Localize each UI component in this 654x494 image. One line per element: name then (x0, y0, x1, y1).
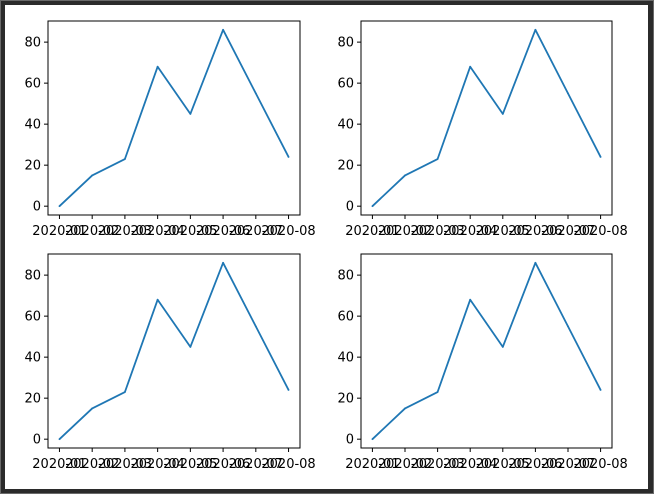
x-tick-label: 2020-04 (130, 457, 184, 472)
data-point (254, 325, 257, 328)
data-point (189, 345, 192, 348)
x-tick-label: 2020-02 (378, 457, 432, 472)
x-tick-label: 2020-01 (32, 224, 86, 239)
data-point (91, 174, 94, 177)
x-tick-label: 2020-05 (163, 457, 217, 472)
data-point (371, 438, 374, 441)
subplot-2: 0204060802020-012020-022020-032020-04202… (337, 20, 628, 239)
data-point (534, 261, 537, 264)
y-tick-label: 80 (337, 269, 354, 284)
axes-frame (360, 253, 613, 449)
x-tick-label: 2020-08 (261, 457, 315, 472)
y-tick-label: 60 (24, 77, 41, 92)
y-tick-label: 80 (24, 269, 41, 284)
x-tick-label: 2020-02 (65, 224, 119, 239)
y-tick-label: 0 (33, 200, 41, 215)
x-tick-label: 2020-05 (476, 224, 530, 239)
data-point (91, 407, 94, 410)
y-tick-label: 80 (24, 36, 41, 51)
x-tick-label: 2020-06 (196, 457, 250, 472)
y-tick-label: 20 (24, 392, 41, 407)
data-point (469, 298, 472, 301)
data-point (501, 345, 504, 348)
data-point (189, 112, 192, 115)
x-tick-label: 2020-04 (130, 224, 184, 239)
series-line (371, 261, 602, 440)
y-tick-label: 60 (337, 310, 354, 325)
x-tick-label: 2020-03 (410, 224, 464, 239)
y-tick-label: 60 (24, 310, 41, 325)
y-tick-label: 0 (346, 433, 354, 448)
x-tick-label: 2020-06 (508, 457, 562, 472)
data-point (222, 28, 224, 31)
data-point (567, 92, 569, 95)
y-tick-label: 40 (337, 118, 354, 133)
data-point (599, 389, 602, 391)
x-tick-label: 2020-07 (229, 457, 283, 472)
y-tick-label: 40 (24, 351, 41, 366)
y-tick-label: 0 (33, 433, 41, 448)
y-tick-label: 20 (24, 159, 41, 174)
x-tick-label: 2020-07 (541, 457, 595, 472)
subplot-1: 0204060802020-012020-022020-032020-04202… (24, 20, 316, 239)
x-tick-label: 2020-01 (345, 457, 399, 472)
axes-frame (360, 20, 613, 216)
series-line (58, 28, 290, 207)
x-tick-label: 2020-07 (541, 224, 595, 239)
x-tick-label: 2020-03 (410, 457, 464, 472)
x-tick-label: 2020-05 (476, 457, 530, 472)
x-tick-label: 2020-06 (508, 224, 562, 239)
x-tick-label: 2020-06 (196, 224, 250, 239)
y-tick-label: 20 (337, 159, 354, 174)
subplot-grid: 0204060802020-012020-022020-032020-04202… (24, 20, 628, 472)
y-tick-label: 20 (337, 392, 354, 407)
x-tick-label: 2020-08 (261, 224, 315, 239)
y-tick-label: 0 (346, 200, 354, 215)
x-tick-label: 2020-01 (345, 224, 399, 239)
axes-frame (47, 253, 301, 449)
x-tick-label: 2020-05 (163, 224, 217, 239)
x-tick-label: 2020-03 (98, 224, 152, 239)
data-point (404, 174, 406, 177)
data-point (404, 407, 406, 410)
data-point (156, 298, 159, 301)
x-tick-label: 2020-01 (32, 457, 86, 472)
data-point (58, 205, 61, 208)
data-point (124, 391, 126, 393)
data-point (287, 389, 290, 391)
y-tick-label: 80 (337, 36, 354, 51)
y-tick-label: 40 (337, 351, 354, 366)
x-tick-label: 2020-04 (443, 457, 497, 472)
data-point (436, 391, 439, 393)
data-point (156, 65, 159, 68)
x-tick-label: 2020-02 (378, 224, 432, 239)
data-point (287, 156, 290, 158)
x-tick-label: 2020-02 (65, 457, 119, 472)
x-tick-label: 2020-03 (98, 457, 152, 472)
data-point (534, 28, 537, 31)
data-point (58, 438, 61, 441)
data-point (436, 158, 439, 160)
data-point (124, 158, 126, 160)
x-tick-label: 2020-08 (573, 457, 627, 472)
x-tick-label: 2020-07 (229, 224, 283, 239)
data-point (599, 156, 602, 158)
x-tick-label: 2020-08 (573, 224, 627, 239)
subplot-3: 0204060802020-012020-022020-032020-04202… (24, 253, 316, 472)
data-point (371, 205, 374, 208)
y-tick-label: 40 (24, 118, 41, 133)
data-point (222, 261, 224, 264)
x-tick-label: 2020-04 (443, 224, 497, 239)
data-point (469, 65, 472, 68)
series-line (58, 261, 290, 440)
axes-frame (47, 20, 301, 216)
y-tick-label: 60 (337, 77, 354, 92)
figure-canvas: 0 20 40 60 80 2020-01 2020-02 2020-03 2020-04 202… (5, 5, 648, 489)
subplot-4: 0204060802020-012020-022020-032020-04202… (337, 253, 628, 472)
data-point (501, 112, 504, 115)
data-point (567, 325, 569, 328)
series-line (371, 28, 602, 207)
data-point (254, 92, 257, 95)
